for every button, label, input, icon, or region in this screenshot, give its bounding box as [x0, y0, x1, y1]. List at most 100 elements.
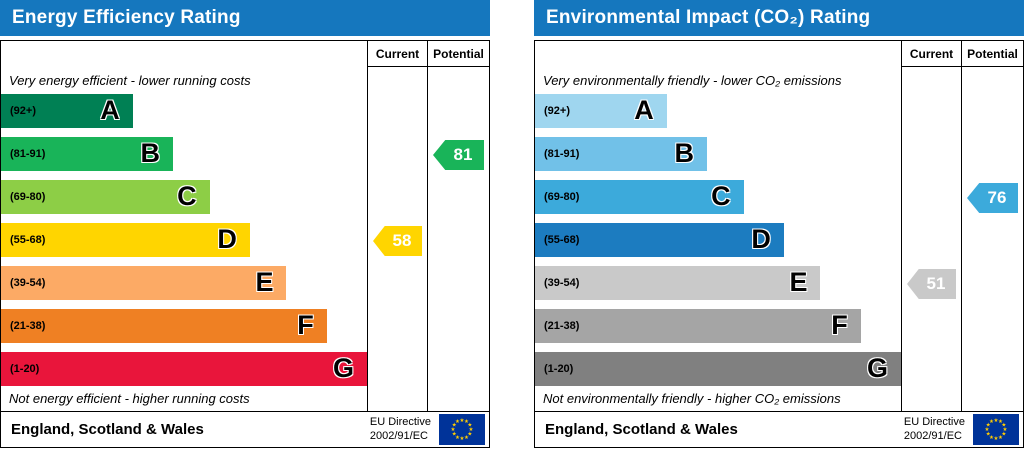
rating-bands: (92+) A (81-91) B (69-80) C (55-68) D: [1, 93, 367, 386]
band-range-label: (69-80): [544, 190, 580, 203]
svg-text:★: ★: [989, 435, 994, 441]
rating-band-e: (39-54) E: [1, 265, 287, 300]
rating-band-a: (92+) A: [535, 93, 667, 128]
top-note: Very environmentally friendly - lower CO…: [543, 72, 842, 88]
band-letter: B: [674, 138, 695, 169]
chart-footer: England, Scotland & Wales EU Directive 2…: [0, 412, 490, 448]
band-letter: G: [866, 353, 888, 384]
svg-text:★: ★: [989, 419, 994, 425]
current-column-header: Current: [368, 41, 427, 67]
svg-text:★: ★: [467, 432, 472, 438]
band-range-label: (21-38): [544, 319, 580, 332]
svg-text:★: ★: [1001, 423, 1006, 429]
svg-text:★: ★: [467, 423, 472, 429]
band-letter: F: [831, 310, 848, 341]
svg-text:★: ★: [994, 418, 999, 424]
eu-directive-label: EU Directive 2002/91/EC: [369, 415, 431, 442]
band-range-label: (21-38): [10, 319, 46, 332]
svg-text:★: ★: [460, 418, 465, 424]
potential-rating-indicator: 76: [967, 183, 1018, 213]
environmental-impact-panel: Environmental Impact (CO₂) Rating Very e…: [534, 0, 1024, 460]
svg-text:★: ★: [1003, 427, 1008, 433]
potential-column-header: Potential: [428, 41, 489, 67]
chart-grid: Very energy efficient - lower running co…: [0, 40, 490, 412]
band-range-label: (55-68): [10, 233, 46, 246]
rating-band-f: (21-38) F: [1, 308, 327, 343]
rating-band-d: (55-68) D: [535, 222, 784, 257]
potential-column: Potential 76: [961, 41, 1023, 411]
band-range-label: (39-54): [544, 276, 580, 289]
svg-text:★: ★: [451, 427, 456, 433]
rating-band-a: (92+) A: [1, 93, 133, 128]
band-range-label: (1-20): [544, 362, 574, 375]
region-label: England, Scotland & Wales: [545, 421, 738, 438]
band-range-label: (69-80): [10, 190, 46, 203]
band-letter: F: [297, 310, 314, 341]
current-column: Current 51: [901, 41, 961, 411]
chart-title-bar: Environmental Impact (CO₂) Rating: [534, 0, 1024, 36]
band-range-label: (81-91): [544, 147, 580, 160]
chart-title: Environmental Impact (CO₂) Rating: [546, 7, 871, 28]
potential-rating-value: 76: [987, 188, 1007, 207]
bottom-note: Not environmentally friendly - higher CO…: [543, 390, 841, 406]
band-letter: D: [751, 224, 771, 255]
eu-flag-icon: ★ ★★ ★★★ ★★★ ★★★: [439, 414, 485, 445]
rating-band-f: (21-38) F: [535, 308, 861, 343]
svg-text:★: ★: [464, 435, 469, 441]
svg-text:★: ★: [452, 423, 457, 429]
svg-text:★: ★: [986, 423, 991, 429]
svg-text:★: ★: [460, 436, 465, 442]
svg-text:★: ★: [985, 427, 990, 433]
region-label: England, Scotland & Wales: [11, 421, 204, 438]
band-range-label: (92+): [544, 104, 570, 117]
band-letter: A: [100, 95, 120, 126]
svg-text:★: ★: [455, 435, 460, 441]
energy-efficiency-panel: Energy Efficiency Rating Very energy eff…: [0, 0, 490, 460]
svg-text:★: ★: [1001, 432, 1006, 438]
rating-band-d: (55-68) D: [1, 222, 250, 257]
band-letter: B: [140, 138, 161, 169]
rating-band-e: (39-54) E: [535, 265, 821, 300]
band-area: Very energy efficient - lower running co…: [1, 41, 367, 411]
band-range-label: (81-91): [10, 147, 46, 160]
band-range-label: (92+): [10, 104, 36, 117]
rating-band-g: (1-20) G: [1, 351, 367, 386]
svg-text:★: ★: [455, 419, 460, 425]
band-letter: E: [789, 267, 808, 298]
rating-bands: (92+) A (81-91) B (69-80) C (55-68) D: [535, 93, 901, 386]
band-letter: A: [634, 95, 654, 126]
band-letter: E: [255, 267, 274, 298]
chart-grid: Very environmentally friendly - lower CO…: [534, 40, 1024, 412]
current-rating-indicator: 51: [907, 269, 956, 299]
eu-directive-label: EU Directive 2002/91/EC: [903, 415, 965, 442]
chart-title-bar: Energy Efficiency Rating: [0, 0, 490, 36]
band-letter: C: [177, 181, 197, 212]
band-range-label: (1-20): [10, 362, 40, 375]
svg-text:★: ★: [994, 436, 999, 442]
current-column-header: Current: [902, 41, 961, 67]
bottom-note: Not energy efficient - higher running co…: [9, 390, 250, 406]
band-letter: C: [711, 181, 731, 212]
band-letter: G: [332, 353, 354, 384]
current-rating-value: 51: [926, 274, 946, 293]
eu-flag-icon: ★ ★★ ★★★ ★★★ ★★★: [973, 414, 1019, 445]
current-rating-indicator: 58: [373, 226, 422, 256]
svg-text:★: ★: [998, 419, 1003, 425]
rating-band-c: (69-80) C: [1, 179, 210, 214]
band-letter: D: [217, 224, 237, 255]
chart-footer: England, Scotland & Wales EU Directive 2…: [534, 412, 1024, 448]
chart-title: Energy Efficiency Rating: [12, 7, 241, 28]
current-column: Current 58: [367, 41, 427, 411]
svg-text:★: ★: [998, 435, 1003, 441]
svg-text:★: ★: [464, 419, 469, 425]
rating-band-g: (1-20) G: [535, 351, 901, 386]
top-note: Very energy efficient - lower running co…: [9, 72, 251, 88]
rating-band-b: (81-91) B: [1, 136, 174, 171]
rating-band-c: (69-80) C: [535, 179, 744, 214]
svg-text:★: ★: [986, 432, 991, 438]
potential-column-header: Potential: [962, 41, 1023, 67]
potential-rating-indicator: 81: [433, 140, 484, 170]
rating-band-b: (81-91) B: [535, 136, 708, 171]
potential-rating-value: 81: [453, 145, 473, 164]
